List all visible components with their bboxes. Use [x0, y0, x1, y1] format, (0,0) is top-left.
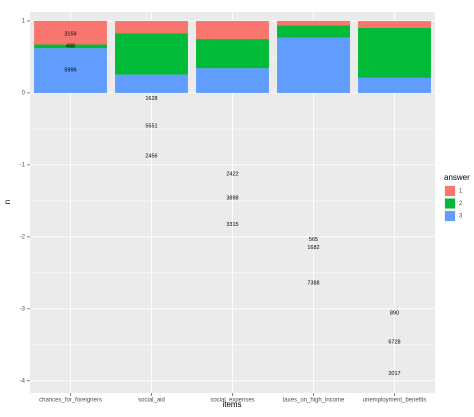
x-tick-label: chances_for_foreigners	[39, 398, 102, 404]
count-label: 2422	[226, 172, 238, 178]
count-label: 890	[390, 311, 399, 317]
count-label: 6728	[388, 339, 400, 345]
bar-segment	[358, 77, 431, 93]
y-tick-label: 0	[22, 91, 26, 97]
count-label: 5996	[64, 67, 76, 73]
x-tick-label: social_aid	[138, 398, 165, 404]
legend-key	[445, 198, 455, 209]
bar-segment	[115, 33, 188, 75]
y-tick-label: -2	[20, 234, 26, 240]
count-label: 7388	[307, 280, 319, 286]
legend-title: answer	[444, 173, 470, 182]
count-label: 3315	[226, 222, 238, 228]
count-label: 2456	[145, 154, 157, 160]
legend-key	[445, 186, 455, 196]
bar-segment	[34, 48, 107, 93]
bar-segment	[196, 39, 269, 69]
count-label: 3898	[226, 195, 238, 201]
bar-segment	[277, 37, 350, 93]
y-tick-label: -1	[20, 162, 26, 168]
count-label: 488	[66, 44, 75, 50]
count-label: 2017	[388, 371, 400, 377]
y-tick-label: 1	[22, 19, 26, 25]
x-tick-label: unemployment_benefits	[363, 398, 427, 404]
bar-segment	[34, 20, 107, 45]
y-tick-label: -3	[20, 306, 26, 312]
bar-segment	[196, 20, 269, 40]
bar-segment	[115, 20, 188, 34]
legend-label: 1	[459, 189, 463, 195]
legend-key	[445, 211, 455, 221]
count-label: 1628	[145, 96, 157, 102]
count-label: 565	[309, 237, 318, 243]
bar-segment	[34, 44, 107, 49]
y-axis-title: n	[3, 200, 12, 204]
legend-label: 2	[459, 201, 463, 207]
legend-label: 3	[459, 214, 463, 220]
count-label: 5551	[145, 124, 157, 130]
bar-segment	[196, 68, 269, 93]
x-tick-label: social_expenses	[210, 398, 254, 404]
y-tick-label: -4	[20, 378, 26, 384]
bar-segment	[358, 21, 431, 28]
count-label: 3159	[64, 31, 76, 37]
x-axis-title: items	[222, 400, 241, 409]
count-label: 1682	[307, 245, 319, 251]
bar-segment	[358, 27, 431, 78]
x-tick-label: taxes_on_high_income	[283, 398, 345, 404]
bar-segment	[277, 20, 350, 26]
bar-segment	[277, 25, 350, 38]
bar-segment	[115, 74, 188, 93]
